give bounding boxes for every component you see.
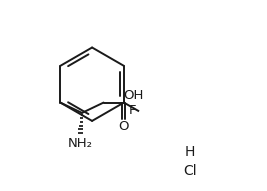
Text: F: F xyxy=(129,104,137,117)
Text: OH: OH xyxy=(123,89,144,102)
Text: H: H xyxy=(185,145,195,159)
Text: NH₂: NH₂ xyxy=(68,137,93,150)
Text: O: O xyxy=(118,120,129,133)
Text: Cl: Cl xyxy=(183,164,197,178)
